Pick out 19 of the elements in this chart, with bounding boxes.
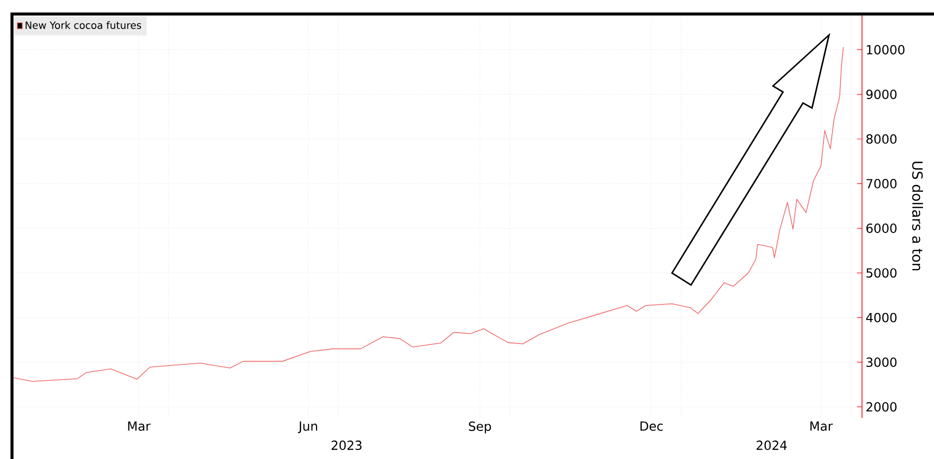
y-tick-label: 3000 — [866, 357, 897, 367]
text: 2023 — [332, 440, 362, 450]
y-axis-title: US dollars a ton — [912, 162, 923, 270]
y-tick-label: 8000 — [866, 134, 897, 144]
x-tick-label: Mar — [128, 422, 151, 431]
legend-label: New York cocoa futures — [26, 21, 142, 29]
y-tick-label: 7000 — [866, 178, 897, 188]
y-tick-label: 9000 — [866, 90, 897, 100]
y-tick-label: 5000 — [866, 268, 897, 278]
line-series — [12, 46, 844, 382]
x-tick-label: Sep — [468, 422, 491, 434]
y-tick-label: 6000 — [866, 224, 897, 234]
x-tick-label: Jun — [298, 422, 318, 434]
text: 2024 — [756, 440, 787, 450]
y-tick-label: 4000 — [866, 312, 897, 322]
x-tick-label: Mar — [810, 422, 833, 431]
y-tick-label: 2000 — [866, 402, 897, 412]
x-tick-label: Dec — [640, 422, 663, 431]
y-tick-label: 10000 — [866, 44, 904, 54]
